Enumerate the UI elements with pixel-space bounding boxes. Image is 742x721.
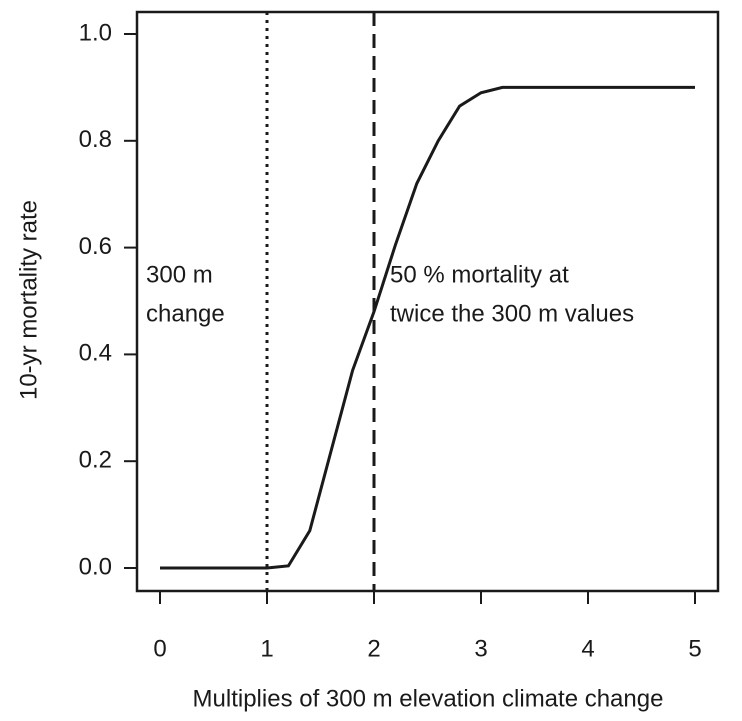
annotation: twice the 300 m values (390, 300, 634, 327)
annotation: 300 m (146, 261, 213, 288)
y-tick-label: 0.4 (79, 340, 112, 367)
x-axis-title: Multiplies of 300 m elevation climate ch… (193, 685, 664, 712)
x-tick-label: 4 (581, 635, 594, 662)
y-tick-label: 0.2 (79, 447, 112, 474)
y-tick-label: 0.6 (79, 233, 112, 260)
x-tick-label: 1 (260, 635, 273, 662)
y-tick-label: 1.0 (79, 19, 112, 46)
y-tick-label: 0.8 (79, 126, 112, 153)
x-tick-label: 3 (474, 635, 487, 662)
annotation: 50 % mortality at (390, 261, 569, 288)
plot-frame (135, 10, 720, 593)
x-tick-label: 0 (153, 635, 166, 662)
curve (160, 85, 695, 570)
y-tick-label: 0.0 (79, 553, 112, 580)
x-tick-label: 5 (688, 635, 701, 662)
y-axis-title: 10-yr mortality rate (15, 200, 42, 400)
x-tick-label: 2 (367, 635, 380, 662)
annotation: change (146, 300, 225, 327)
